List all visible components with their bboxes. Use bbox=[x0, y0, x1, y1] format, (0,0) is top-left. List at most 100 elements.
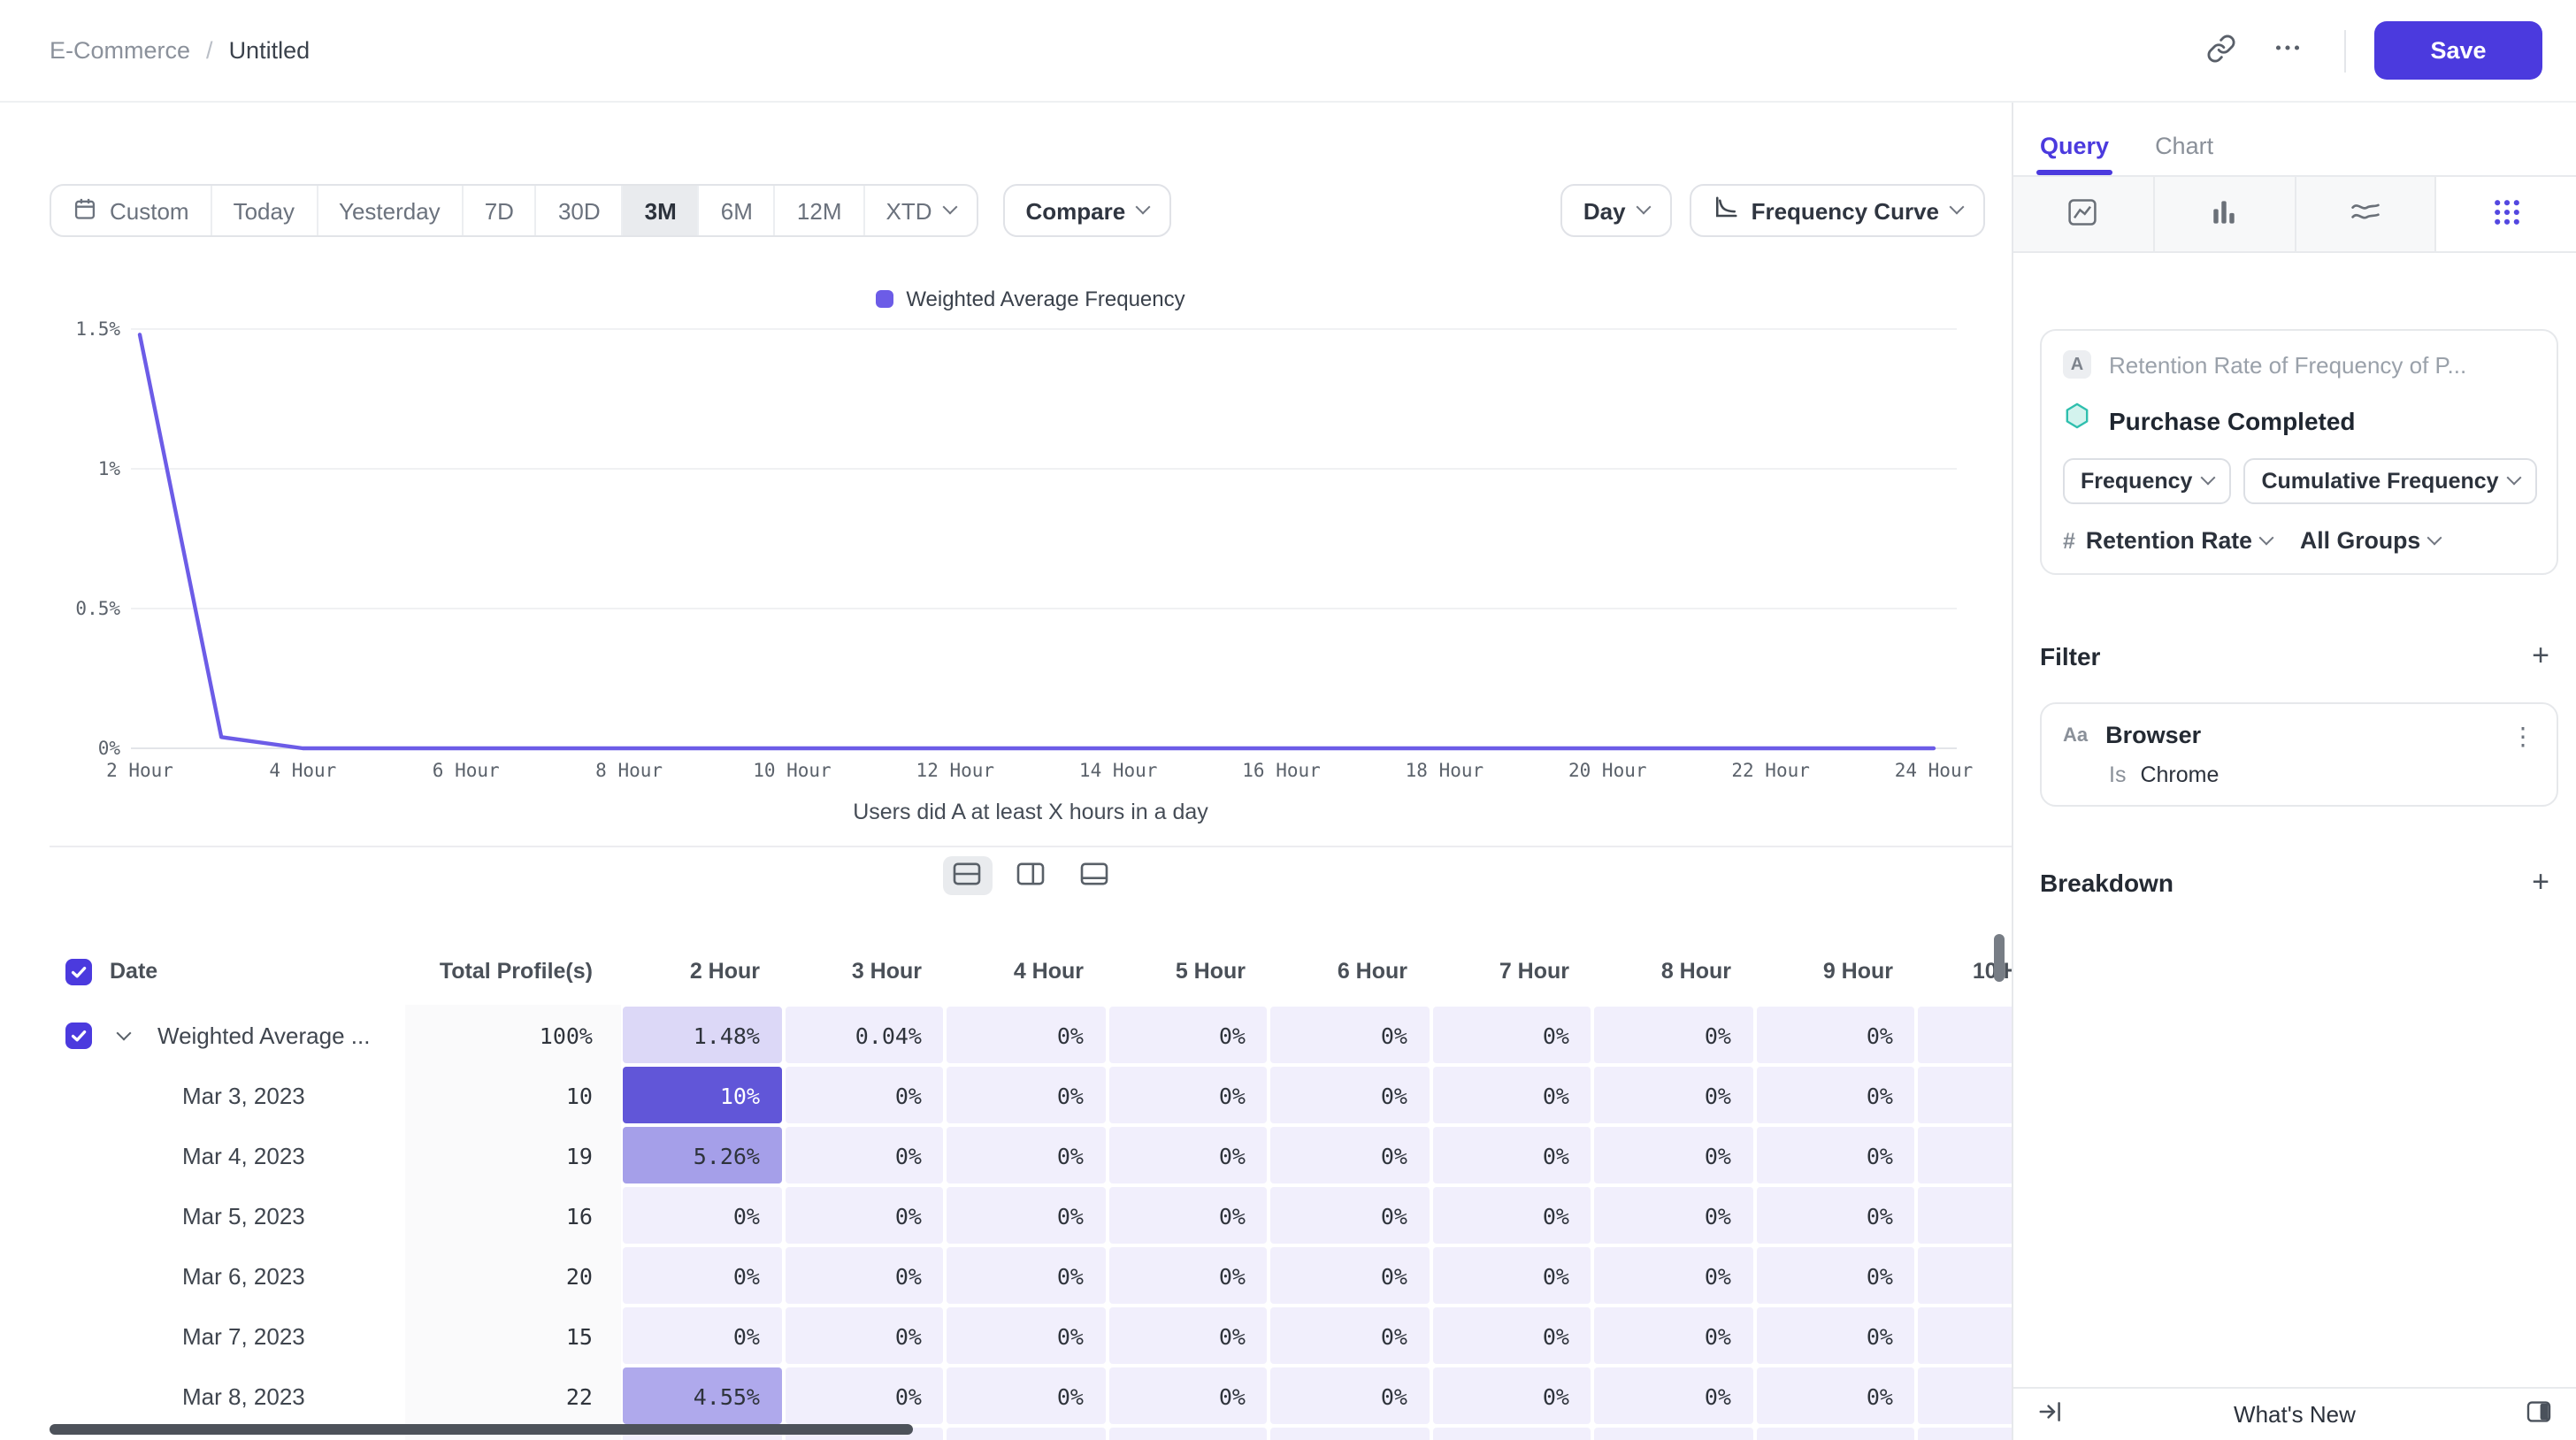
tab-query[interactable]: Query bbox=[2036, 133, 2113, 175]
select-all-checkbox[interactable] bbox=[65, 958, 92, 984]
svg-text:14 Hour: 14 Hour bbox=[1079, 760, 1158, 781]
step-letter-badge: A bbox=[2063, 350, 2091, 379]
svg-text:10 Hour: 10 Hour bbox=[753, 760, 832, 781]
svg-text:0%: 0% bbox=[98, 738, 121, 759]
more-options-button[interactable] bbox=[2259, 22, 2316, 79]
chart-type-bar-button[interactable] bbox=[2152, 177, 2294, 251]
chart-type-button[interactable]: Frequency Curve bbox=[1689, 184, 1985, 237]
range-button-12m[interactable]: 12M bbox=[773, 186, 863, 235]
event-name: Purchase Completed bbox=[2109, 406, 2356, 434]
breadcrumb-project[interactable]: E-Commerce bbox=[50, 37, 191, 64]
range-button-7d[interactable]: 7D bbox=[461, 186, 535, 235]
retention-cell: 4.55% bbox=[621, 1366, 783, 1426]
layout-split-horizontal-button[interactable] bbox=[942, 856, 992, 895]
retention-table: Date Total Profile(s) 2 Hour 3 Hour 4 Hour 5 … bbox=[50, 945, 2012, 1440]
chevron-down-icon bbox=[1949, 199, 1965, 215]
groups-dropdown[interactable]: All Groups bbox=[2300, 527, 2442, 554]
layout-split-vertical-button[interactable] bbox=[1006, 856, 1055, 895]
chart-type-line-button[interactable] bbox=[2013, 177, 2153, 251]
text-property-icon: Aa bbox=[2063, 724, 2089, 746]
top-header: E-Commerce / Untitled Save bbox=[0, 0, 2576, 103]
retention-cell bbox=[1916, 1005, 2012, 1065]
layout-bottom-panel-button[interactable] bbox=[1070, 856, 1119, 895]
dot-grid-icon bbox=[2490, 195, 2522, 233]
svg-text:1%: 1% bbox=[98, 458, 121, 479]
share-link-button[interactable] bbox=[2192, 22, 2249, 79]
query-step-card[interactable]: A Retention Rate of Frequency of P... Pu… bbox=[2040, 329, 2558, 575]
measure-dropdown[interactable]: Retention Rate bbox=[2086, 527, 2274, 554]
filter-card[interactable]: Aa Browser ⋮ Is Chrome bbox=[2040, 702, 2558, 807]
event-hexagon-icon bbox=[2063, 402, 2091, 439]
main-report-area: Custom Today Yesterday 7D 30D 3M 6M 12M XTD Co… bbox=[0, 103, 2012, 1440]
range-button-today[interactable]: Today bbox=[210, 186, 316, 235]
svg-text:2 Hour: 2 Hour bbox=[106, 760, 173, 781]
retention-cell: 0% bbox=[1754, 1125, 1916, 1185]
row-checkbox[interactable] bbox=[65, 1022, 92, 1048]
range-button-3m[interactable]: 3M bbox=[621, 186, 698, 235]
retention-cell bbox=[1592, 1426, 1754, 1440]
vertical-scrollbar[interactable] bbox=[1994, 934, 2005, 982]
table-header-row: Date Total Profile(s) 2 Hour 3 Hour 4 Hour 5 … bbox=[50, 945, 2012, 998]
retention-cell: 0% bbox=[1592, 1005, 1754, 1065]
horizontal-scrollbar[interactable] bbox=[50, 1424, 913, 1435]
compare-button[interactable]: Compare bbox=[1002, 184, 1172, 237]
event-row[interactable]: Purchase Completed bbox=[2063, 402, 2535, 439]
split-vertical-icon bbox=[1016, 861, 1046, 891]
retention-cell: 0% bbox=[1107, 1005, 1269, 1065]
breadcrumb-separator: / bbox=[206, 37, 213, 64]
granularity-button[interactable]: Day bbox=[1560, 184, 1672, 237]
header-divider bbox=[2344, 29, 2346, 72]
chart-type-dot-grid-button[interactable] bbox=[2434, 177, 2576, 251]
toggle-panel-button[interactable] bbox=[2525, 1398, 2553, 1431]
custom-range-button[interactable]: Custom bbox=[51, 186, 211, 235]
retention-cell: 0% bbox=[1269, 1245, 1430, 1306]
filter-title: Filter bbox=[2040, 642, 2101, 670]
svg-text:8 Hour: 8 Hour bbox=[595, 760, 663, 781]
save-button[interactable]: Save bbox=[2374, 21, 2542, 80]
row-label: Mar 7, 2023 bbox=[182, 1322, 305, 1349]
tab-chart[interactable]: Chart bbox=[2155, 133, 2214, 159]
svg-text:4 Hour: 4 Hour bbox=[269, 760, 336, 781]
collapse-panel-button[interactable] bbox=[2036, 1398, 2065, 1431]
retention-cell: 0% bbox=[783, 1245, 945, 1306]
chart-type-stream-button[interactable] bbox=[2294, 177, 2435, 251]
retention-cell: 5.26% bbox=[621, 1125, 783, 1185]
frequency-curve-chart: 1.5% 1% 0.5% 0%2 Hour 4 Hour 6 Hour 8 Hour 10 H… bbox=[75, 318, 1974, 781]
filter-kebab-menu[interactable]: ⋮ bbox=[2511, 721, 2535, 749]
retention-cell: 0% bbox=[1754, 1005, 1916, 1065]
breadcrumb-report-title[interactable]: Untitled bbox=[228, 37, 310, 64]
range-button-xtd[interactable]: XTD bbox=[862, 186, 977, 235]
add-filter-button[interactable]: + bbox=[2523, 639, 2558, 674]
range-button-30d[interactable]: 30D bbox=[534, 186, 622, 235]
retention-cell: 0% bbox=[1107, 1185, 1269, 1245]
frequency-options-row: Frequency Cumulative Frequency bbox=[2063, 458, 2538, 504]
cumulative-frequency-dropdown[interactable]: Cumulative Frequency bbox=[2243, 458, 2538, 504]
frequency-dropdown[interactable]: Frequency bbox=[2063, 458, 2232, 504]
svg-text:6 Hour: 6 Hour bbox=[433, 760, 500, 781]
retention-cell: 0% bbox=[1754, 1065, 1916, 1125]
filter-value[interactable]: Chrome bbox=[2140, 762, 2220, 787]
svg-text:1.5%: 1.5% bbox=[75, 318, 120, 340]
row-label: Mar 5, 2023 bbox=[182, 1202, 305, 1229]
expand-row-icon[interactable] bbox=[111, 1025, 136, 1041]
whats-new-link[interactable]: What's New bbox=[2234, 1401, 2356, 1428]
ellipsis-icon bbox=[2272, 32, 2304, 69]
retention-cell: 0% bbox=[945, 1125, 1107, 1185]
svg-text:24 Hour: 24 Hour bbox=[1895, 760, 1974, 781]
filter-operator[interactable]: Is bbox=[2109, 762, 2127, 787]
line-chart-icon bbox=[2067, 195, 2099, 233]
add-breakdown-button[interactable]: + bbox=[2523, 865, 2558, 900]
legend-label: Weighted Average Frequency bbox=[906, 287, 1185, 311]
range-button-6m[interactable]: 6M bbox=[697, 186, 774, 235]
chart-type-selector bbox=[2013, 175, 2576, 253]
table-row: Mar 7, 2023 15 0% 0% 0% 0% 0% 0% 0% 0% bbox=[50, 1306, 2012, 1366]
retention-cell bbox=[1430, 1426, 1592, 1440]
retention-cell: 0% bbox=[1430, 1065, 1592, 1125]
column-header-hour: 8 Hour bbox=[1660, 959, 1731, 984]
retention-cell: 0% bbox=[1430, 1245, 1592, 1306]
range-button-yesterday[interactable]: Yesterday bbox=[316, 186, 462, 235]
total-profiles-cell: 100% bbox=[405, 1005, 621, 1065]
chevron-down-icon bbox=[1135, 199, 1151, 215]
chevron-down-icon bbox=[2507, 470, 2523, 486]
row-label: Mar 6, 2023 bbox=[182, 1262, 305, 1289]
